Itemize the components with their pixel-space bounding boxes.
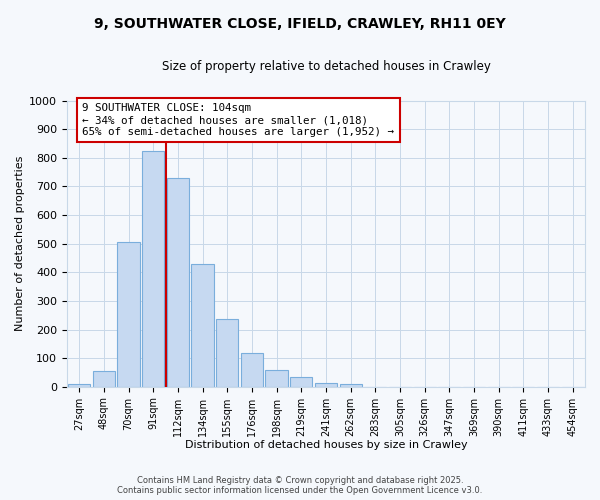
Text: 9, SOUTHWATER CLOSE, IFIELD, CRAWLEY, RH11 0EY: 9, SOUTHWATER CLOSE, IFIELD, CRAWLEY, RH… [94,18,506,32]
Bar [93,371,115,386]
Bar [290,376,313,386]
Text: Contains HM Land Registry data © Crown copyright and database right 2025.
Contai: Contains HM Land Registry data © Crown c… [118,476,482,495]
Bar [315,384,337,386]
Bar [118,242,140,386]
Bar [241,353,263,386]
Bar [191,264,214,386]
Bar [68,384,91,386]
Bar [167,178,189,386]
Bar [340,384,362,386]
Text: 9 SOUTHWATER CLOSE: 104sqm
← 34% of detached houses are smaller (1,018)
65% of s: 9 SOUTHWATER CLOSE: 104sqm ← 34% of deta… [82,104,394,136]
Y-axis label: Number of detached properties: Number of detached properties [15,156,25,332]
X-axis label: Distribution of detached houses by size in Crawley: Distribution of detached houses by size … [185,440,467,450]
Bar [265,370,288,386]
Title: Size of property relative to detached houses in Crawley: Size of property relative to detached ho… [161,60,490,73]
Bar [142,150,164,386]
Bar [216,318,238,386]
